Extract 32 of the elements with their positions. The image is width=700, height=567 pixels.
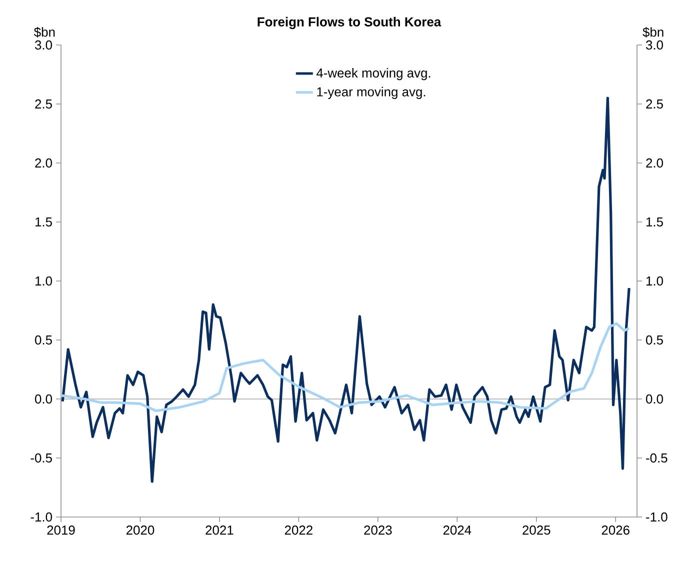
x-tick-label: 2026 bbox=[602, 526, 630, 535]
y2-tick-label: 2.0 bbox=[646, 158, 664, 168]
x-tick-label: 2023 bbox=[364, 526, 392, 535]
chart-title: Foreign Flows to South Korea bbox=[258, 16, 442, 30]
legend-label: 4-week moving avg. bbox=[316, 68, 430, 80]
y-tick-label: 1.0 bbox=[35, 276, 52, 286]
y-tick-label: 0.0 bbox=[35, 394, 52, 404]
y-axis-title: $bn bbox=[34, 26, 55, 38]
y-tick-label: 3.0 bbox=[35, 40, 52, 50]
y2-tick-label: 0.5 bbox=[646, 335, 663, 345]
y-tick-label: -0.5 bbox=[30, 453, 52, 463]
y2-tick-label: 0.0 bbox=[646, 394, 664, 404]
x-tick-label: 2019 bbox=[47, 526, 75, 535]
y2-tick-label: -0.5 bbox=[646, 453, 668, 463]
x-tick-label: 2024 bbox=[443, 526, 472, 535]
legend-label: 1-year moving avg. bbox=[317, 86, 426, 99]
x-tick-label: 2025 bbox=[522, 526, 550, 535]
y2-axis-title: $bn bbox=[642, 26, 664, 38]
y-tick-label: 2.0 bbox=[35, 158, 52, 168]
y2-tick-label: 3.0 bbox=[646, 40, 664, 50]
line-series bbox=[60, 322, 630, 412]
x-tick-label: 2020 bbox=[126, 526, 154, 535]
x-tick-label: 2021 bbox=[206, 526, 234, 535]
y-tick-label: 1.5 bbox=[35, 217, 52, 227]
y2-tick-label: -1.0 bbox=[646, 512, 668, 522]
y2-tick-label: 1.0 bbox=[646, 276, 664, 286]
y2-tick-label: 1.5 bbox=[646, 217, 663, 227]
y-tick-label: -1.0 bbox=[30, 512, 52, 522]
y-tick-label: 0.5 bbox=[35, 335, 52, 345]
x-tick-label: 2022 bbox=[284, 526, 312, 535]
y-tick-label: 2.5 bbox=[35, 99, 52, 109]
y2-tick-label: 2.5 bbox=[646, 99, 663, 109]
